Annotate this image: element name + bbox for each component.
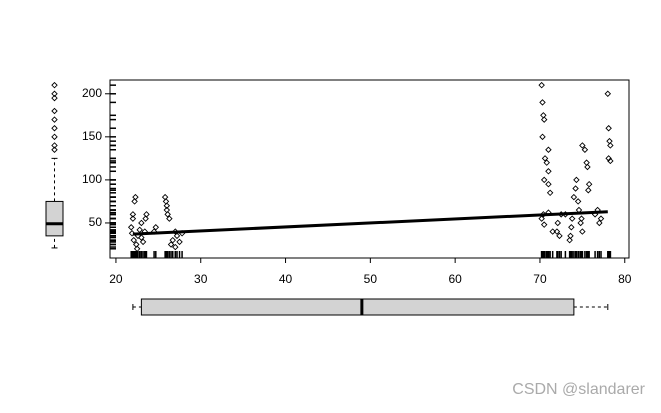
point [584,163,591,171]
x-tick-label: 60 [448,272,462,286]
point [607,142,614,149]
point [138,234,145,241]
point [549,228,556,235]
point [581,146,589,153]
point [143,211,150,218]
x-tick-label: 80 [618,272,632,286]
point [163,202,171,209]
point [554,219,562,227]
y-tick-label: 50 [89,215,103,229]
x-box [140,298,575,316]
point [169,236,176,244]
point [578,215,585,222]
point [568,215,576,222]
point [136,226,143,234]
point [127,224,135,231]
point [543,159,550,166]
point [570,193,578,201]
point [133,245,141,253]
point [605,124,612,132]
point [129,215,137,222]
point [541,155,549,162]
point [172,243,179,251]
y-box-outlier [51,107,58,115]
point [604,90,612,98]
point [161,193,169,201]
point [585,180,593,188]
point [577,219,584,227]
point [607,157,614,165]
point [568,224,575,231]
y-box-outlier [51,90,58,98]
point [129,211,137,218]
y-box-outlier [51,142,58,149]
point [539,133,546,141]
x-tick-label: 30 [194,272,208,286]
point [567,232,574,240]
point [128,230,136,237]
point [539,99,546,106]
point [176,238,183,246]
point [164,211,171,218]
point [166,215,173,222]
y-box [45,200,64,237]
point [553,228,561,235]
point [540,221,548,228]
point [572,185,579,192]
point [606,137,613,145]
x-tick-label: 20 [109,272,123,286]
point [142,215,149,222]
y-tick-label: 100 [82,172,102,186]
x-tick-label: 50 [364,272,378,286]
x-tick-label: 70 [533,272,547,286]
point [132,193,139,201]
point [538,81,545,89]
point [579,142,586,149]
y-box-outlier [51,94,58,102]
point [597,215,605,222]
point [545,180,552,188]
y-box-outlier [51,133,58,141]
point [546,189,554,197]
y-tick-label: 150 [82,129,102,143]
point [545,146,552,153]
y-box-outlier [51,124,58,132]
point [130,236,137,244]
point [579,228,586,235]
point [152,224,160,231]
point [605,155,612,162]
point [556,232,563,240]
point [538,215,545,222]
point [545,168,552,175]
point [173,232,181,240]
point [139,238,147,246]
point [540,112,547,119]
y-box-outlier [51,116,58,123]
y-box-outlier [51,146,58,153]
x-tick-label: 40 [279,272,293,286]
point [574,198,582,205]
point [131,198,138,205]
watermark: CSDN @slandarer [512,381,645,398]
fit-line [132,210,608,236]
point [585,186,592,194]
point [573,176,580,184]
point [162,198,170,205]
point [540,116,548,123]
point [583,159,590,166]
point [596,219,603,227]
point [167,241,175,248]
point [138,219,145,227]
y-box-outlier [51,81,58,89]
plot-frame [109,79,630,259]
point [566,236,573,244]
y-tick-label: 200 [82,86,102,100]
point [540,176,548,184]
